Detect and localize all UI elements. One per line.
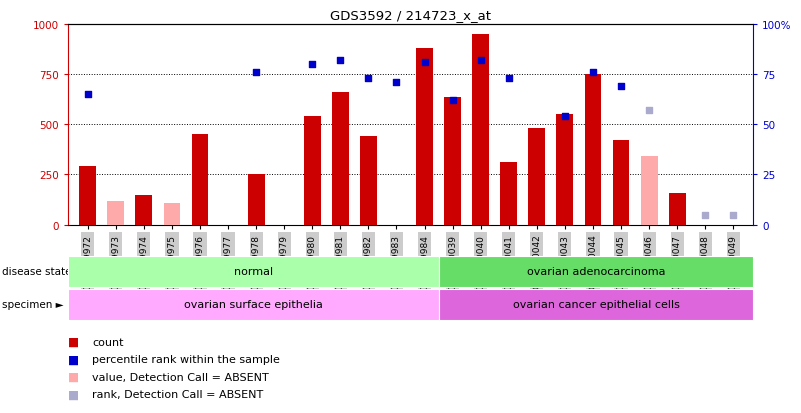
Point <box>586 69 599 76</box>
Bar <box>585 75 602 225</box>
Point <box>502 76 515 82</box>
Point <box>474 57 487 64</box>
Text: ■: ■ <box>68 370 79 383</box>
Point <box>446 97 459 104</box>
Point <box>390 80 403 86</box>
Point <box>727 212 739 218</box>
Text: ovarian surface epithelia: ovarian surface epithelia <box>184 299 323 310</box>
Text: ■: ■ <box>68 335 79 349</box>
Bar <box>473 35 489 225</box>
Bar <box>107 201 124 225</box>
Text: ovarian cancer epithelial cells: ovarian cancer epithelial cells <box>513 299 679 310</box>
Point <box>642 108 655 114</box>
Point <box>698 212 711 218</box>
Bar <box>79 167 96 225</box>
Bar <box>332 93 348 225</box>
Text: rank, Detection Call = ABSENT: rank, Detection Call = ABSENT <box>92 389 264 399</box>
Bar <box>557 115 574 225</box>
Bar <box>191 135 208 225</box>
Bar <box>248 175 264 225</box>
Text: ■: ■ <box>68 353 79 366</box>
Point <box>558 114 571 120</box>
Point <box>334 57 347 64</box>
Title: GDS3592 / 214723_x_at: GDS3592 / 214723_x_at <box>330 9 491 22</box>
Bar <box>445 98 461 225</box>
Text: specimen ►: specimen ► <box>2 299 63 310</box>
Bar <box>529 129 545 225</box>
Text: ■: ■ <box>68 387 79 401</box>
Text: normal: normal <box>234 266 273 277</box>
Point <box>306 62 319 68</box>
Bar <box>669 193 686 225</box>
Text: ovarian adenocarcinoma: ovarian adenocarcinoma <box>527 266 666 277</box>
Text: value, Detection Call = ABSENT: value, Detection Call = ABSENT <box>92 372 269 382</box>
Point <box>614 83 627 90</box>
Bar <box>135 195 152 225</box>
Bar <box>163 203 180 225</box>
Text: percentile rank within the sample: percentile rank within the sample <box>92 354 280 364</box>
Bar <box>613 141 630 225</box>
Bar <box>641 157 658 225</box>
Bar <box>360 137 376 225</box>
Text: count: count <box>92 337 123 347</box>
Bar <box>304 117 320 225</box>
Bar <box>501 163 517 225</box>
Point <box>362 76 375 82</box>
Point <box>418 59 431 66</box>
Point <box>250 69 263 76</box>
Bar <box>417 49 433 225</box>
Text: disease state ►: disease state ► <box>2 266 83 277</box>
Point <box>82 92 95 98</box>
